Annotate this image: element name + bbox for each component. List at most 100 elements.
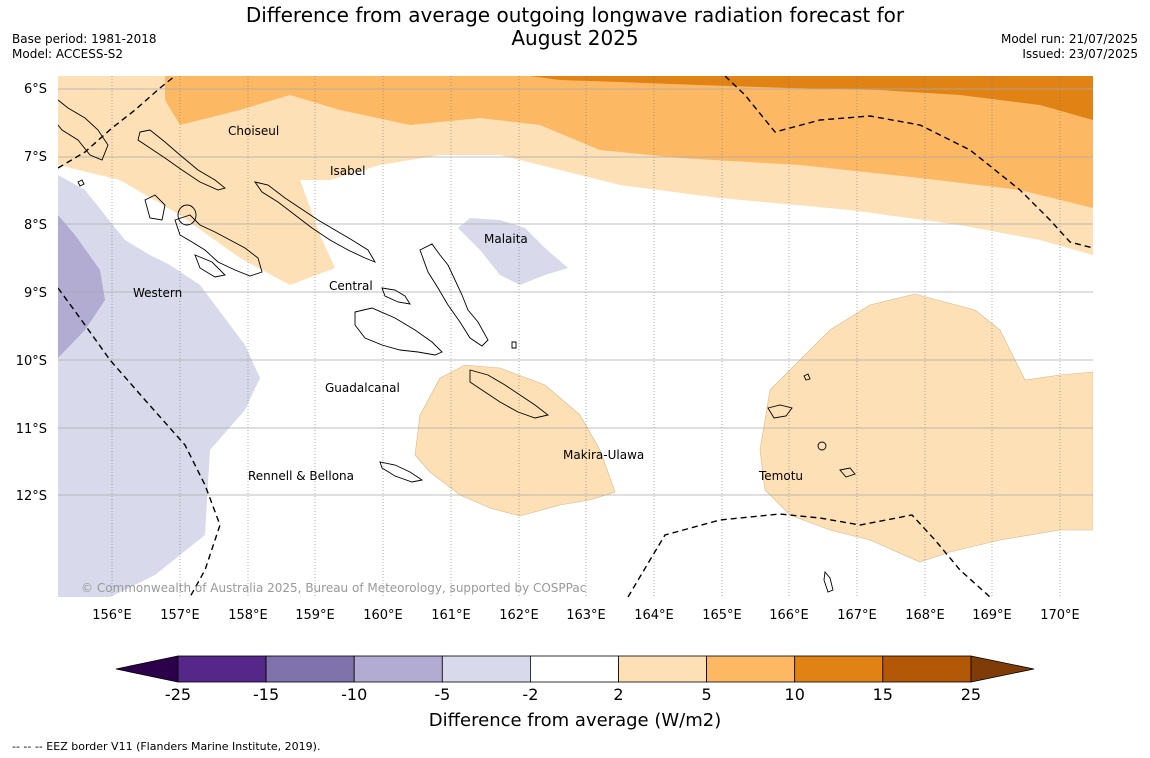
colorbar-tick-label: 2 (613, 685, 623, 704)
lon-tick-label: 167°E (837, 608, 877, 623)
lon-tick-label: 170°E (1040, 608, 1080, 623)
coast-small-1 (77, 179, 85, 187)
colorbar-cell (794, 655, 884, 683)
coast-new-georgia (174, 214, 263, 277)
lon-tick-label: 169°E (972, 608, 1012, 623)
colorbar-cell (618, 655, 707, 683)
coast-florida (381, 287, 411, 305)
model-text: Model: ACCESS-S2 (12, 47, 124, 61)
colorbar-cell (706, 655, 796, 683)
region-label-malaita: Malaita (484, 232, 528, 246)
coast-santa-cruz (767, 404, 793, 419)
eez-borders (58, 76, 1093, 597)
lon-tick-label: 159°E (295, 608, 335, 623)
colorbar-over-arrow (970, 655, 1035, 683)
lat-tick-label: 11°S (16, 422, 47, 437)
coast-vanikoro (839, 467, 856, 478)
region-label-central: Central (329, 279, 373, 293)
title-line-2: August 2025 (511, 26, 639, 50)
title-line-1: Difference from average outgoing longwav… (245, 3, 905, 27)
lon-tick-label: 164°E (634, 608, 674, 623)
region-label-guadalcanal: Guadalcanal (325, 381, 400, 395)
coast-vella-lavella (144, 194, 166, 221)
lat-tick-label: 8°S (24, 218, 47, 233)
latitude-gridlines (58, 88, 1093, 496)
coast-kolombangara (177, 204, 197, 226)
map-canvas: Choiseul Isabel Malaita Western Central … (58, 76, 1093, 597)
eez-footnote: -- -- -- EEZ border V11 (Flanders Marine… (12, 740, 321, 753)
colorbar-tick-label: -15 (253, 685, 279, 704)
lon-tick-label: 160°E (363, 608, 403, 623)
anomaly-area-makira (414, 364, 616, 517)
colorbar-tick-label: 5 (702, 685, 712, 704)
colorbar-under-arrow (115, 655, 179, 683)
region-label-rennell-bellona: Rennell & Bellona (248, 469, 354, 483)
anomaly-area-5-to-10-north (165, 76, 1093, 208)
coast-makira (469, 369, 550, 419)
region-label-isabel: Isabel (330, 164, 365, 178)
longitude-tick-labels: 156°E 157°E 158°E 159°E 160°E 161°E 162°… (92, 608, 1080, 623)
lat-tick-label: 7°S (24, 150, 47, 165)
base-period-text: Base period: 1981-2018 (12, 32, 157, 46)
coast-small-3 (803, 373, 811, 381)
anomaly-area-minus-10-to-minus-5 (58, 215, 105, 358)
meta-right: Model run: 21/07/2025 Issued: 23/07/2025 (1001, 32, 1138, 62)
colorbar-cell (265, 655, 355, 683)
colorbar-cells (177, 655, 972, 683)
coast-guadalcanal (354, 307, 443, 356)
colorbar-tick-label: 25 (961, 685, 981, 704)
coastlines (58, 99, 856, 593)
colorbar-cell (882, 655, 972, 683)
coast-small-2 (511, 341, 517, 349)
coast-tikopia (823, 570, 834, 593)
lat-tick-label: 10°S (16, 354, 47, 369)
region-labels: Choiseul Isabel Malaita Western Central … (133, 124, 803, 483)
lon-tick-label: 168°E (905, 608, 945, 623)
coast-rendova (194, 254, 226, 278)
coast-utupua (817, 441, 827, 451)
anomaly-area-malaita (458, 218, 568, 285)
colorbar-tick-label: 15 (873, 685, 893, 704)
colorbar-cell (530, 655, 619, 683)
lat-tick-label: 12°S (16, 489, 47, 504)
region-label-makira-ulawa: Makira-Ulawa (563, 448, 644, 462)
lon-tick-label: 165°E (702, 608, 742, 623)
colorbar-tick-label: -2 (522, 685, 538, 704)
lon-tick-label: 166°E (769, 608, 809, 623)
colorbar-cell (441, 655, 531, 683)
model-run-text: Model run: 21/07/2025 (1000, 32, 1138, 46)
lon-tick-label: 161°E (431, 608, 471, 623)
meta-left: Base period: 1981-2018 Model: ACCESS-S2 (12, 32, 157, 62)
copyright-credit: © Commonwealth of Australia 2025, Bureau… (81, 581, 586, 595)
coast-choiseul (137, 129, 226, 191)
colorbar-tick-label: -10 (341, 685, 367, 704)
coast-bougainville (58, 99, 109, 161)
colorbar-cell (353, 655, 443, 683)
colorbar-tick-label: -25 (165, 685, 191, 704)
issued-text: Issued: 23/07/2025 (1022, 47, 1138, 61)
lon-tick-label: 163°E (566, 608, 606, 623)
region-label-western: Western (133, 286, 182, 300)
lon-tick-label: 156°E (92, 608, 132, 623)
lat-tick-label: 9°S (24, 286, 47, 301)
latitude-tick-labels: 6°S 7°S 8°S 9°S 10°S 11°S 12°S (16, 82, 47, 504)
colorbar-tick-label: 10 (785, 685, 805, 704)
coast-isabel (253, 181, 377, 263)
colorbar-title: Difference from average (W/m2) (429, 710, 721, 731)
lon-tick-label: 162°E (499, 608, 539, 623)
anomaly-area-10-to-15-north (530, 76, 1093, 120)
anomaly-area-minus-5-to-minus-2 (58, 175, 260, 597)
lat-tick-label: 6°S (24, 82, 47, 97)
map-title: Difference from average outgoing longwav… (0, 4, 1150, 50)
region-label-choiseul: Choiseul (228, 124, 279, 138)
colorbar-labels: -25 -15 -10 -5 -2 2 5 10 15 25 (165, 685, 981, 704)
colorbar-tick-label: -5 (434, 685, 450, 704)
region-label-temotu: Temotu (758, 469, 803, 483)
colorbar-cell (177, 655, 267, 683)
colorbar: -25 -15 -10 -5 -2 2 5 10 15 25 Difference from av… (115, 655, 1035, 731)
lon-tick-label: 158°E (228, 608, 268, 623)
coast-rennell (379, 461, 424, 483)
coast-malaita (419, 243, 489, 347)
lon-tick-label: 157°E (160, 608, 200, 623)
